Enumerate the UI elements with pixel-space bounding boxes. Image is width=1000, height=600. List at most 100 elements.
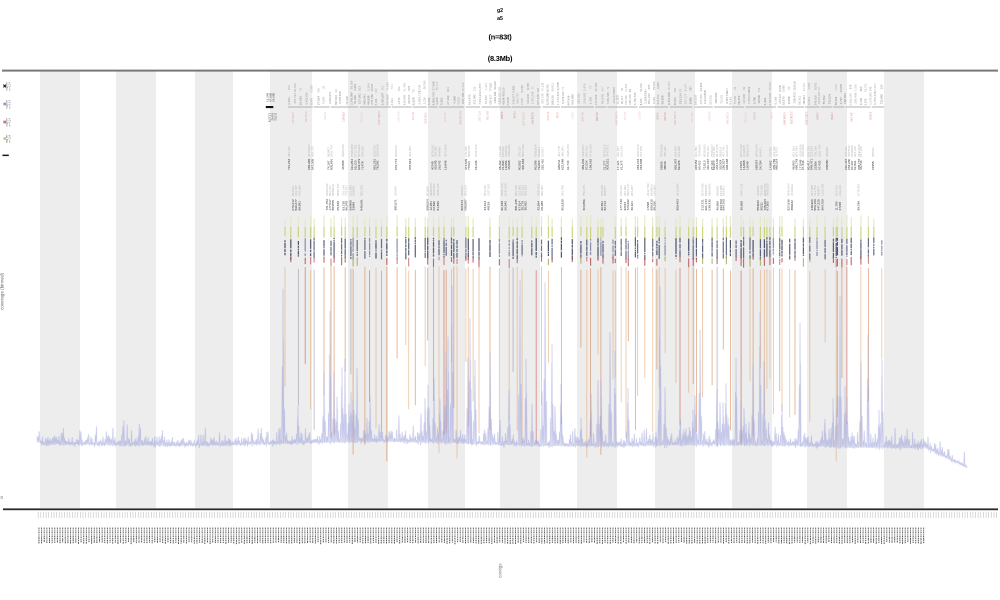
svg-text:83: 83	[628, 89, 632, 93]
svg-text:4,034,505: 4,034,505	[768, 92, 772, 105]
svg-text:5827,109: 5827,109	[521, 144, 525, 157]
svg-text:618: 618	[502, 87, 506, 92]
svg-text:9,753: 9,753	[273, 113, 277, 121]
svg-text:1,902,294: 1,902,294	[493, 91, 497, 103]
svg-text:443,106: 443,106	[715, 159, 719, 170]
svg-text:0,164: 0,164	[367, 83, 371, 91]
svg-text:5001701: 5001701	[467, 145, 471, 157]
svg-text:95211: 95211	[760, 202, 764, 211]
svg-text:6,934: 6,934	[390, 98, 394, 106]
svg-text:74: 74	[561, 86, 565, 90]
svg-text:4,034,471: 4,034,471	[502, 92, 506, 105]
svg-text:11,780: 11,780	[835, 201, 839, 211]
svg-text:597: 597	[689, 86, 693, 91]
svg-text:667,010: 667,010	[334, 95, 338, 105]
svg-text:5,585,239: 5,585,239	[848, 93, 852, 105]
svg-text:145,933: 145,933	[423, 112, 427, 123]
svg-text:586,850: 586,850	[386, 94, 390, 105]
svg-text:67,890: 67,890	[268, 92, 272, 102]
svg-text:coverage (binned): coverage (binned)	[0, 273, 5, 310]
svg-text:304,618: 304,618	[853, 146, 857, 157]
svg-text:05,548: 05,548	[336, 201, 340, 211]
svg-text:86,790: 86,790	[486, 111, 490, 120]
svg-text:27,193: 27,193	[446, 95, 450, 105]
svg-text:991,251: 991,251	[373, 159, 377, 170]
svg-text:921,851: 921,851	[694, 146, 698, 157]
svg-text:11,592: 11,592	[624, 83, 628, 92]
svg-text:538,758: 538,758	[806, 146, 810, 157]
svg-text:188,805: 188,805	[714, 92, 718, 103]
svg-text:59,325: 59,325	[677, 160, 681, 170]
svg-text:9,986: 9,986	[689, 97, 693, 104]
svg-text:2,368: 2,368	[588, 97, 592, 105]
svg-text:300,684: 300,684	[521, 159, 525, 170]
svg-text:3,936,385: 3,936,385	[673, 111, 677, 125]
svg-text:59,532: 59,532	[834, 96, 838, 105]
svg-text:9,001: 9,001	[813, 82, 817, 89]
svg-text:503: 503	[287, 85, 291, 90]
svg-text:269,495: 269,495	[853, 92, 857, 103]
svg-text:602,933: 602,933	[791, 146, 795, 157]
svg-text:n=124: n=124	[7, 118, 11, 127]
svg-text:33945: 33945	[351, 202, 355, 211]
svg-text:393,769: 393,769	[719, 199, 723, 210]
svg-text:6,169: 6,169	[774, 96, 778, 104]
svg-text:578: 578	[848, 84, 852, 89]
svg-text:728,463: 728,463	[763, 199, 767, 210]
svg-text:0,196: 0,196	[386, 82, 390, 90]
svg-text:24,754: 24,754	[758, 160, 762, 170]
svg-text:4379,937: 4379,937	[307, 144, 311, 157]
svg-text:210,447: 210,447	[844, 159, 848, 170]
svg-text:959,463: 959,463	[675, 199, 679, 210]
svg-text:733,848: 733,848	[880, 94, 884, 105]
svg-text:10,205: 10,205	[616, 95, 620, 105]
svg-text:48039: 48039	[663, 161, 667, 170]
svg-text:9,670: 9,670	[427, 97, 431, 105]
svg-text:549,471: 549,471	[810, 159, 814, 170]
svg-text:961,143: 961,143	[704, 199, 708, 210]
svg-text:995,562: 995,562	[524, 185, 528, 196]
svg-text:2,236: 2,236	[423, 97, 427, 104]
svg-text:4,353: 4,353	[353, 83, 357, 90]
svg-text:3598,933: 3598,933	[429, 183, 433, 196]
svg-text:6798,250: 6798,250	[350, 144, 354, 157]
svg-text:48193: 48193	[486, 202, 490, 211]
svg-text:g2: g2	[497, 8, 503, 14]
svg-text:7,351,585: 7,351,585	[606, 92, 610, 104]
svg-text:982807: 982807	[326, 147, 330, 157]
svg-text:5719,182: 5719,182	[588, 144, 592, 157]
svg-text:28,498: 28,498	[461, 82, 465, 92]
svg-text:253,244: 253,244	[636, 159, 640, 170]
svg-text:5,331: 5,331	[374, 98, 378, 105]
svg-text:n=124: n=124	[7, 100, 11, 109]
svg-text:3494,937: 3494,937	[581, 144, 585, 157]
svg-text:07,446: 07,446	[801, 160, 805, 170]
svg-text:380,571: 380,571	[394, 199, 398, 210]
svg-text:00,167: 00,167	[850, 160, 854, 170]
svg-text:982,622: 982,622	[287, 146, 291, 157]
svg-text:883755: 883755	[331, 200, 335, 211]
svg-text:5,278,585: 5,278,585	[869, 92, 873, 105]
svg-text:561: 561	[390, 84, 394, 89]
svg-text:080,996: 080,996	[540, 185, 544, 196]
svg-text:152,621: 152,621	[712, 146, 716, 157]
svg-text:7,046: 7,046	[512, 111, 516, 119]
svg-text:43,898: 43,898	[507, 160, 511, 170]
svg-text:667: 667	[647, 84, 651, 89]
svg-text:3,829,973: 3,829,973	[328, 92, 332, 104]
svg-text:17223: 17223	[739, 161, 743, 170]
svg-text:3,584: 3,584	[807, 82, 811, 89]
svg-text:896: 896	[859, 86, 863, 91]
svg-text:4,846: 4,846	[397, 97, 401, 105]
svg-text:102027: 102027	[541, 147, 545, 157]
svg-text:3283,096: 3283,096	[801, 144, 805, 157]
svg-text:34,270: 34,270	[623, 112, 627, 121]
svg-text:9080,759: 9080,759	[763, 183, 767, 196]
svg-text:491,778: 491,778	[557, 146, 561, 157]
svg-text:570,433: 570,433	[706, 146, 710, 157]
svg-text:76,527: 76,527	[768, 81, 772, 90]
svg-text:648,877: 648,877	[511, 94, 515, 105]
svg-text:4,303: 4,303	[763, 98, 767, 106]
svg-text:31: 31	[321, 85, 325, 89]
svg-text:58,760: 58,760	[423, 80, 427, 89]
